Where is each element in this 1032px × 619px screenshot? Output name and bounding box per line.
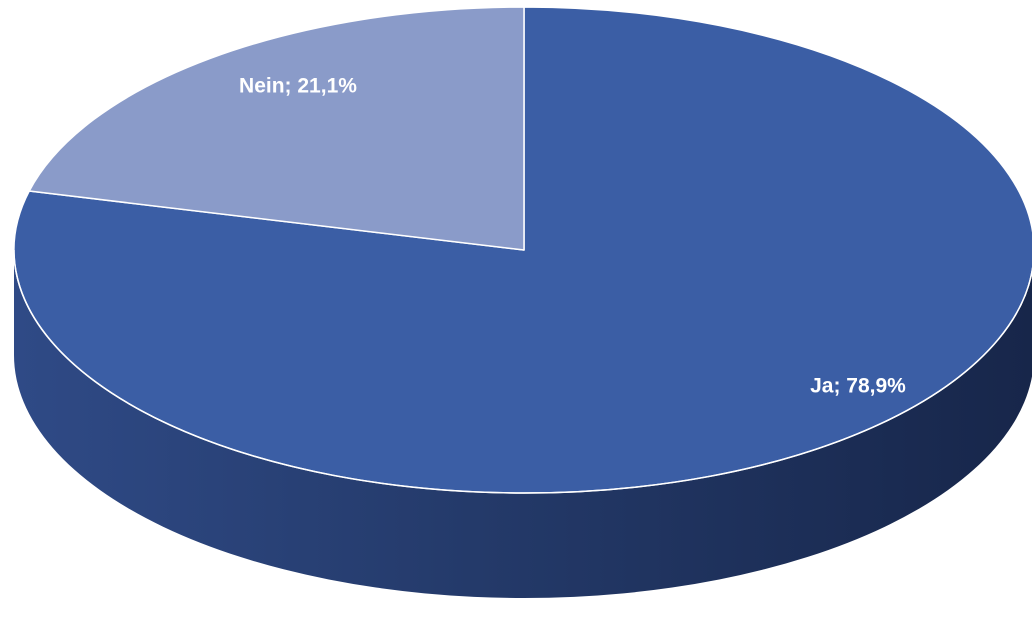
data-label-nein: Nein; 21,1% [239,75,357,98]
data-label-ja: Ja; 78,9% [810,375,906,398]
pie-top-layer [13,6,1032,494]
pie-rim [13,249,1032,494]
pie-side [14,250,1032,598]
pie-slice-nein [28,6,525,251]
pie-side-layer [14,250,1032,598]
pie-label-layer: Ja; 78,9% Nein; 21,1% [239,75,906,398]
